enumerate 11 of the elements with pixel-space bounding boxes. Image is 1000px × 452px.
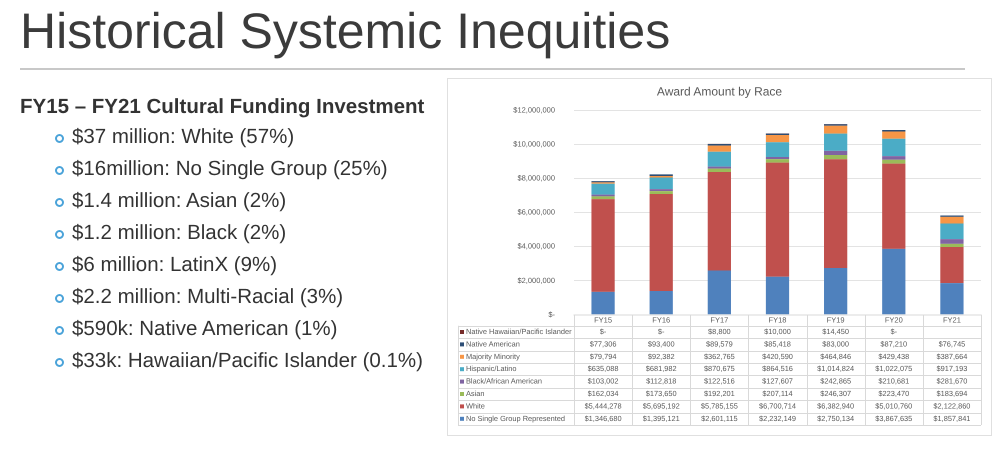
text: $6 million: LatinX (9%) <box>72 253 278 277</box>
text: $16million: No Single Group (25%) <box>72 157 388 181</box>
text: FY15 – FY21 Cultural Funding Investment <box>20 94 424 119</box>
text: $1.4 million: Asian (2%) <box>72 189 286 213</box>
text: $590k: Native American (1%) <box>72 317 338 341</box>
text: $33k: Hawaiian/Pacific Islander (0.1%) <box>72 349 423 373</box>
text: $1.2 million: Black (2%) <box>72 221 286 245</box>
text: Historical Systemic Inequities <box>20 2 670 60</box>
chart-title: Award Amount by Race <box>656 84 782 99</box>
text: $2.2 million: Multi-Racial (3%) <box>72 285 344 309</box>
text: $37 million: White (57%) <box>72 125 294 149</box>
